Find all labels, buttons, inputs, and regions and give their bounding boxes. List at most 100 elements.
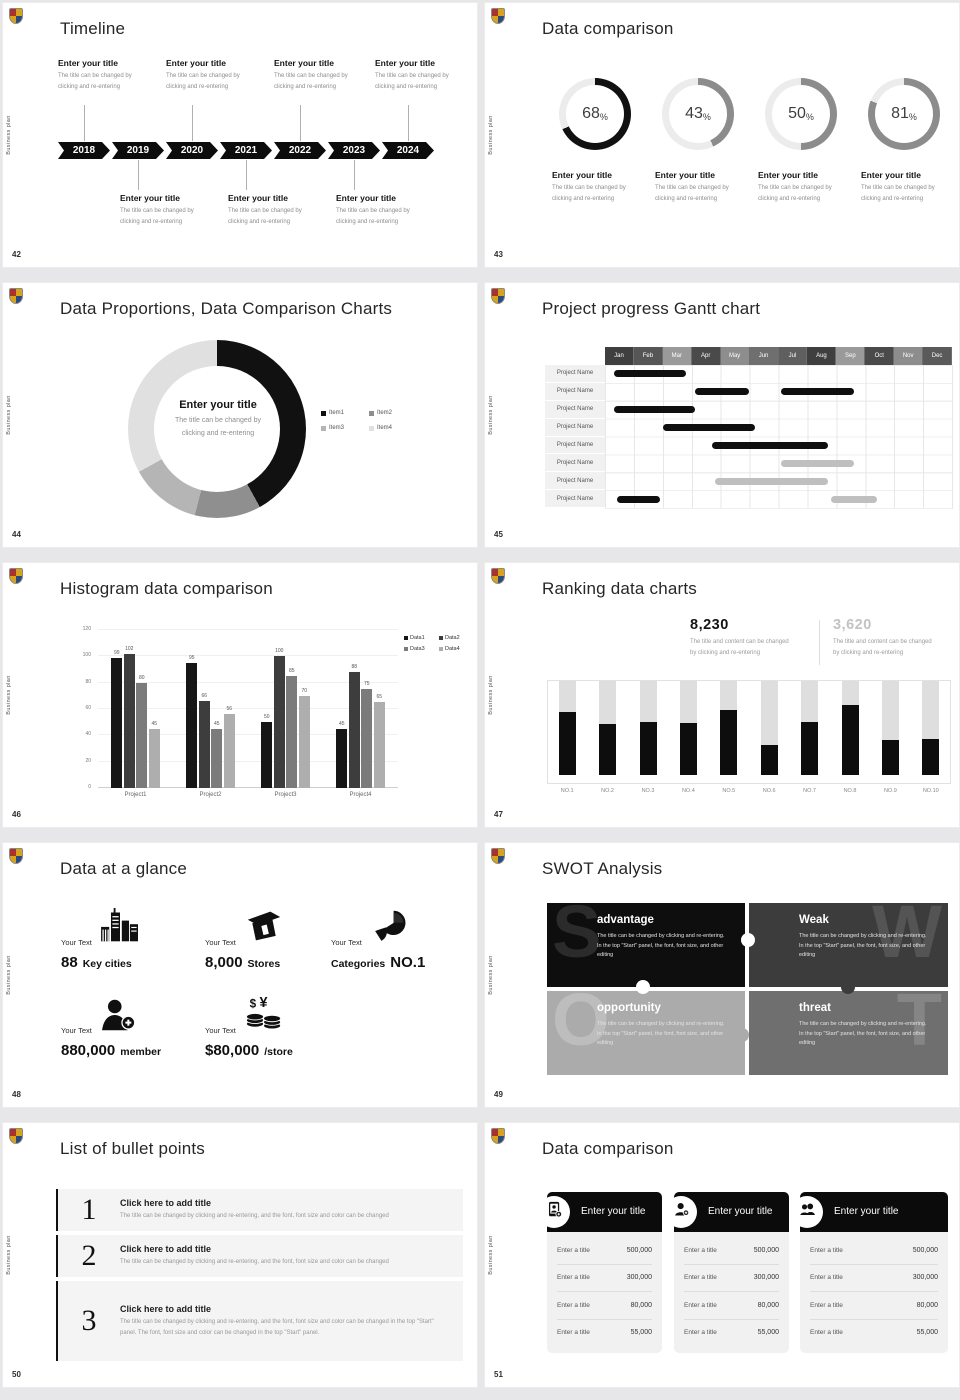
slide-49-swot[interactable]: Business plan SWOT Analysis S advantage …	[484, 842, 960, 1108]
comparison-card-body: Enter a title 500,000 Enter a title 300,000…	[800, 1232, 948, 1353]
y-axis-tick-label: 80	[85, 678, 91, 685]
bar-value-label: 65	[376, 694, 383, 701]
page-title: Timeline	[60, 19, 126, 38]
slide-43-data-comparison[interactable]: Business plan Data comparison 43 68% Ente…	[484, 2, 960, 268]
timeline-year: 2021	[220, 142, 272, 159]
page-title: Histogram data comparison	[60, 579, 273, 598]
bullet-item-3: 3 Click here to add title The title can …	[56, 1281, 463, 1361]
comparison-row-label: Enter a title	[684, 1301, 717, 1309]
timeline-entry: Enter your title The title can be changed…	[228, 193, 330, 229]
crest-logo-icon	[9, 288, 23, 304]
progress-ring-value: 43%	[685, 105, 711, 122]
legend-marker	[404, 636, 408, 640]
swot-body: The title can be changed by clicking and…	[799, 1021, 927, 1047]
legend-label: Item1	[329, 410, 345, 416]
slide-46-histogram[interactable]: Business plan Histogram data comparison …	[2, 562, 478, 828]
ring-label-text: clicking and re-entering	[655, 196, 718, 203]
swot-quadrant-threat: T threat The title can be changed by cli…	[749, 991, 948, 1075]
swot-body: The title can be changed by clicking and…	[597, 933, 725, 959]
y-axis-tick-label: 120	[82, 626, 91, 632]
slide-51-data-comparison-cards[interactable]: Business plan Data comparison 51 Enter y…	[484, 1122, 960, 1388]
gantt-chart-area	[605, 365, 953, 509]
swot-title: threat	[799, 1002, 831, 1014]
svg-text:¥: ¥	[259, 996, 267, 1011]
device-user-icon	[546, 1201, 563, 1223]
slide-44-proportions[interactable]: Business plan Data Proportions, Data Com…	[2, 282, 478, 548]
comparison-card-header: Enter your title	[793, 1192, 948, 1232]
brand-vertical-label: Business plan	[6, 955, 12, 995]
timeline-year: 2024	[382, 142, 434, 159]
comparison-card-header: Enter your title	[667, 1192, 789, 1232]
slide-48-data-at-a-glance[interactable]: Business plan Data at a glance 48 Your T…	[2, 842, 478, 1108]
slide-45-gantt[interactable]: Business plan Project progress Gantt cha…	[484, 282, 960, 548]
glance-stat: Your Text 88 Key cities	[61, 905, 140, 971]
bar-value-label: 66	[201, 693, 208, 700]
glance-stat-label: Your Text	[61, 938, 92, 947]
legend-item: Data1	[404, 635, 439, 641]
progress-ring: 50%	[765, 78, 837, 150]
comparison-row-label: Enter a title	[557, 1329, 590, 1337]
comparison-row-value: 300,000	[626, 1274, 652, 1282]
gantt-bar	[662, 424, 756, 431]
legend-marker	[439, 647, 443, 651]
ring-label-text: The title can be changed by	[861, 185, 935, 191]
ring-label-text: clicking and re-entering	[758, 196, 821, 203]
page-title: Project progress Gantt chart	[542, 299, 761, 318]
ring-label-title: Enter your title	[655, 170, 715, 180]
slide-47-ranking[interactable]: Business plan Ranking data charts 8,230 …	[484, 562, 960, 828]
ring-label-text: The title can be changed by	[758, 185, 832, 191]
ranking-column-value	[841, 705, 859, 775]
timeline-connector	[138, 160, 139, 190]
glance-stat-value: 8,000 Stores	[205, 954, 284, 971]
progress-ring-label: Enter your title The title can be changed…	[861, 170, 959, 206]
histogram-bar	[336, 728, 348, 788]
legend-marker	[404, 647, 408, 651]
legend-marker	[439, 636, 443, 640]
bullet-number: 1	[81, 1193, 97, 1226]
gantt-row-labels: Project Name Project Name Project Name Proj…	[545, 365, 605, 508]
comparison-card-header: Enter your title	[540, 1192, 662, 1232]
comparison-card-row: Enter a title 55,000	[810, 1320, 938, 1347]
brand-vertical-label: Business plan	[488, 395, 494, 435]
ranking-column-track	[720, 681, 738, 775]
glance-value-part: Key cities	[82, 958, 132, 970]
pie-icon	[370, 908, 410, 949]
legend-item: Data4	[439, 646, 474, 652]
crest-logo-icon	[9, 1128, 23, 1144]
ranking-column-track	[599, 681, 617, 775]
comparison-row-label: Enter a title	[810, 1301, 843, 1309]
histogram-bar	[123, 653, 135, 788]
bullet-title: Click here to add title	[120, 1244, 212, 1255]
histogram-bar	[186, 662, 198, 788]
timeline-entry-title: Enter your title	[58, 58, 118, 68]
ranking-category-label: NO.9	[883, 788, 897, 794]
timeline-entry-title: Enter your title	[274, 58, 334, 68]
ranking-column-track	[558, 681, 576, 775]
swot-title: opportunity	[597, 1002, 661, 1014]
page-title: Ranking data charts	[542, 579, 697, 598]
slide-50-bullet-list[interactable]: Business plan List of bullet points 1 Cl…	[2, 1122, 478, 1388]
gantt-month: Aug	[807, 347, 837, 365]
brand-vertical-label: Business plan	[488, 115, 494, 155]
crest-logo-icon	[9, 848, 23, 864]
puzzle-knob	[636, 980, 650, 994]
page-number: 43	[494, 250, 503, 259]
x-axis-category-label: Project1	[124, 792, 147, 798]
comparison-card-row: Enter a title 500,000	[557, 1237, 652, 1265]
progress-ring: 43%	[662, 78, 734, 150]
timeline-entry: Enter your title The title can be changed…	[375, 58, 477, 94]
ranking-column-track	[841, 681, 859, 775]
comparison-card-icon-circle	[540, 1198, 568, 1226]
ranking-category-label: NO.5	[722, 788, 736, 794]
gridline	[98, 681, 398, 683]
gantt-bar	[712, 441, 828, 449]
histogram-legend: Data1 Data2 Data3 Data4	[404, 635, 474, 652]
bullet-body: The title can be changed by clicking and…	[120, 1318, 434, 1336]
slide-42-timeline[interactable]: Business plan Timeline 2018 2019 2020 2021 2…	[2, 2, 478, 268]
ranking-category-label: NO.3	[641, 788, 655, 794]
donut-center-text: Enter your title The title can be change…	[143, 399, 293, 441]
comparison-card-row: Enter a title 80,000	[684, 1292, 779, 1320]
glance-stat-label: Your Text	[331, 938, 362, 947]
legend-marker	[321, 425, 326, 431]
ranking-column-track	[801, 681, 819, 775]
